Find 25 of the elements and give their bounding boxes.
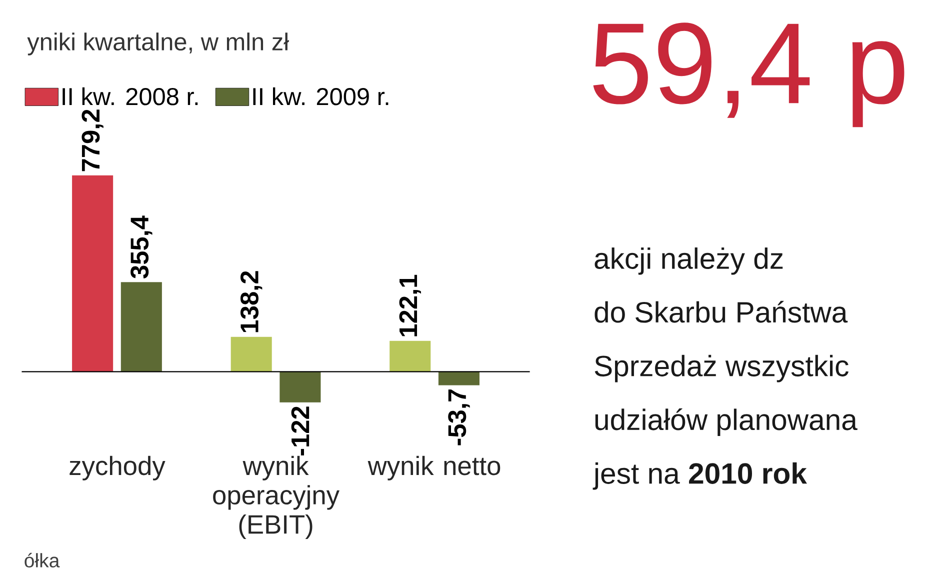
data-label: -122 (291, 406, 310, 456)
bar (438, 371, 480, 386)
data-label: 138,2 (240, 270, 262, 332)
text: jest na 2010 rok (592, 462, 807, 490)
x-tick-label: zychody (70, 456, 166, 480)
text: 59,4 p (593, 22, 904, 127)
text: Sprzedaż wszystkic (594, 354, 848, 382)
bar (120, 282, 162, 372)
data-label: 779,2 (82, 109, 104, 171)
text: udziałów planowana (595, 408, 858, 436)
text: do Skarbu Państwa (594, 300, 848, 323)
bar (230, 336, 272, 372)
text: akcji należy dz (594, 247, 783, 275)
bar (390, 340, 431, 372)
x-tick-label: wynik operacyjny (EBIT) (213, 456, 340, 539)
x-tick-label: wynik netto (368, 456, 500, 480)
data-label: -53,7 (448, 389, 470, 446)
text: ółka (24, 552, 60, 568)
bar (72, 175, 114, 372)
bar (280, 371, 321, 402)
chart-title: yniki kwartalne, w mln zł (27, 32, 289, 56)
legend-label: II kw. 2008 r. (62, 87, 198, 106)
legend-label: II kw. 2009 r. (253, 87, 388, 106)
data-label: 355,4 (130, 215, 152, 278)
data-label: 122,1 (399, 274, 421, 336)
